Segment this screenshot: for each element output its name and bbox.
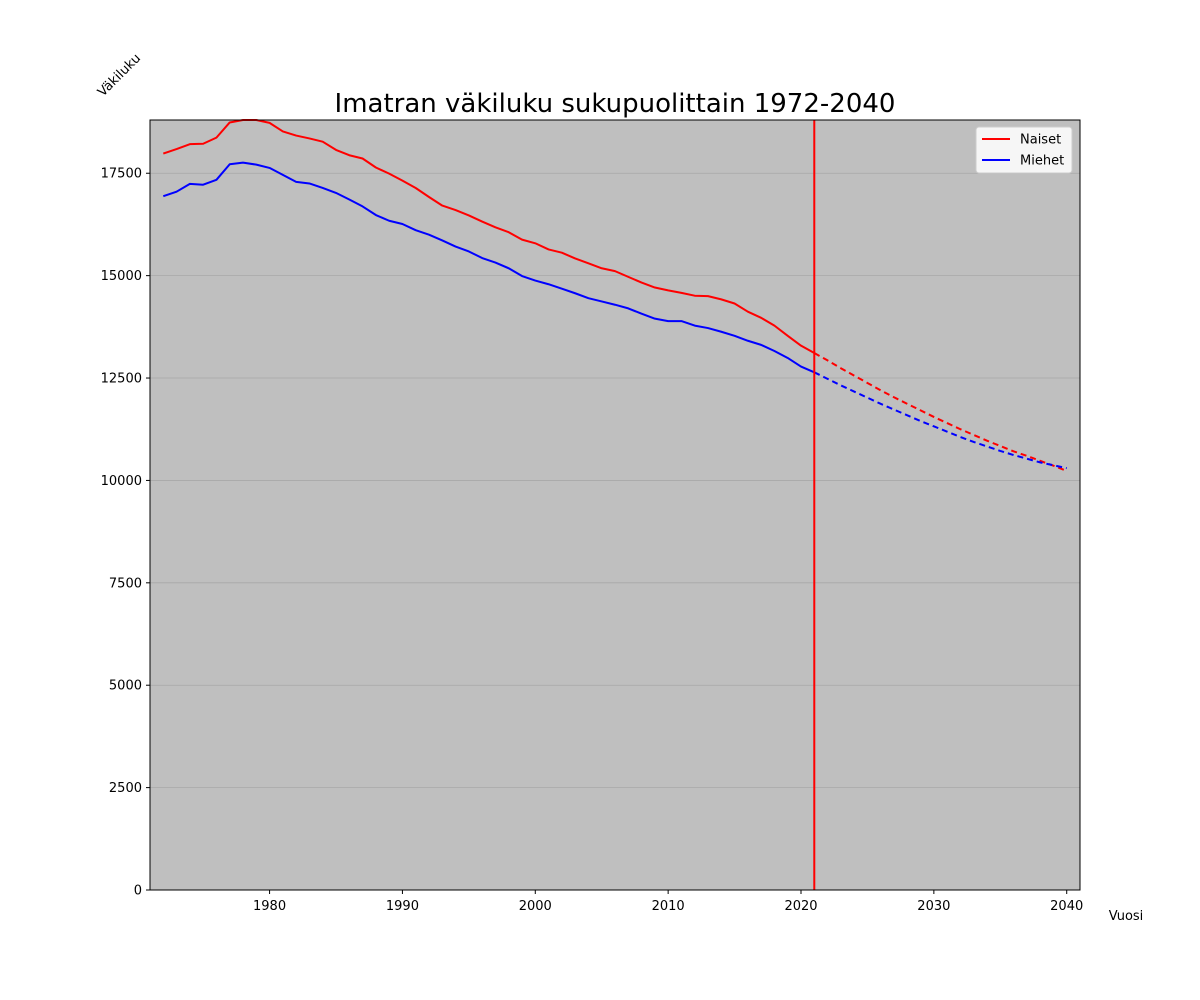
y-tick-label: 15000 — [101, 269, 142, 284]
legend-label: Naiset — [1020, 133, 1061, 148]
x-axis-ticks: 1980 1990 2000 2010 2020 2030 2040 — [253, 890, 1083, 914]
x-tick-label: 1990 — [386, 899, 419, 914]
legend-label: Miehet — [1020, 154, 1064, 169]
x-tick-label: 2030 — [917, 899, 950, 914]
legend: Naiset Miehet — [975, 126, 1073, 174]
y-tick-label: 17500 — [101, 167, 142, 182]
y-tick-label: 0 — [134, 884, 142, 899]
y-axis-label: Väkiluku — [95, 51, 144, 100]
plot-frame — [149, 119, 1081, 891]
y-tick-label: 7500 — [109, 576, 142, 591]
x-axis-label: Vuosi — [1109, 909, 1144, 924]
series-miehet-historical — [162, 161, 815, 374]
gridlines — [150, 172, 1080, 789]
x-tick-label: 1980 — [253, 899, 286, 914]
x-tick-label: 2010 — [652, 899, 685, 914]
x-tick-label: 2040 — [1050, 899, 1083, 914]
y-axis-ticks: 0 2500 5000 7500 10000 12500 15000 17500 — [101, 167, 150, 899]
plot-area — [150, 120, 1080, 890]
y-tick-label: 2500 — [109, 781, 142, 796]
series-naiset-historical — [162, 119, 815, 354]
y-tick-label: 5000 — [109, 679, 142, 694]
x-tick-label: 2000 — [519, 899, 552, 914]
y-tick-label: 12500 — [101, 372, 142, 387]
x-tick-label: 2020 — [784, 899, 817, 914]
series-naiset-projection — [813, 352, 1068, 472]
y-tick-label: 10000 — [101, 474, 142, 489]
series-lines — [162, 119, 1068, 472]
chart-title: Imatran väkiluku sukupuolittain 1972-204… — [335, 89, 896, 119]
